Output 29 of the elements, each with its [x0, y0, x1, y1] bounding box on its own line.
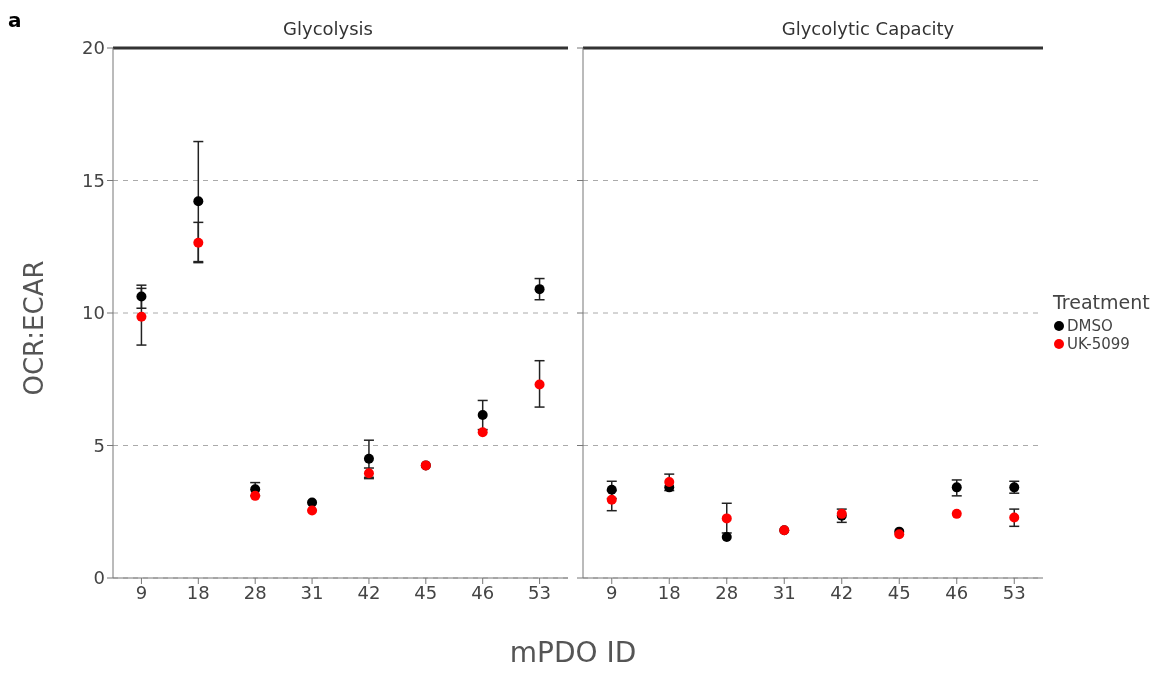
chart-title: Glycolytic Capacity — [780, 18, 956, 39]
x-tick-label: 28 — [715, 581, 739, 603]
x-tick-label: 42 — [830, 581, 854, 603]
x-tick-label: 9 — [135, 581, 148, 603]
text: a — [8, 8, 22, 32]
chart-title: Glycolysis — [282, 18, 374, 39]
x-tick-label: 46 — [945, 581, 969, 603]
y-tick-label: 15 — [82, 169, 105, 191]
x-tick-label: 53 — [528, 581, 552, 603]
legend-label: UK-5099 — [1067, 335, 1130, 353]
x-tick-label: 18 — [186, 581, 210, 603]
y-tick-label: 10 — [82, 302, 105, 324]
x-tick-label: 45 — [887, 581, 911, 603]
x-tick-label: 45 — [414, 581, 438, 603]
legend-label: DMSO — [1067, 317, 1113, 335]
legend-title: Treatment — [1053, 291, 1150, 313]
x-tick-label: 9 — [606, 581, 618, 603]
y-tick-label: 20 — [82, 37, 105, 59]
y-tick-label: 0 — [93, 567, 105, 589]
x-tick-label: 18 — [657, 581, 681, 603]
y-tick-label: 5 — [93, 434, 105, 456]
x-tick-label: 42 — [357, 581, 381, 603]
x-tick-label: 31 — [300, 581, 324, 603]
x-tick-label: 28 — [243, 581, 267, 603]
x-axis-title: mPDO ID — [508, 636, 638, 669]
x-tick-label: 31 — [772, 581, 796, 603]
x-tick-label: 53 — [1002, 581, 1026, 603]
x-tick-label: 46 — [471, 581, 495, 603]
y-axis-title: OCR:ECAR — [18, 260, 50, 396]
